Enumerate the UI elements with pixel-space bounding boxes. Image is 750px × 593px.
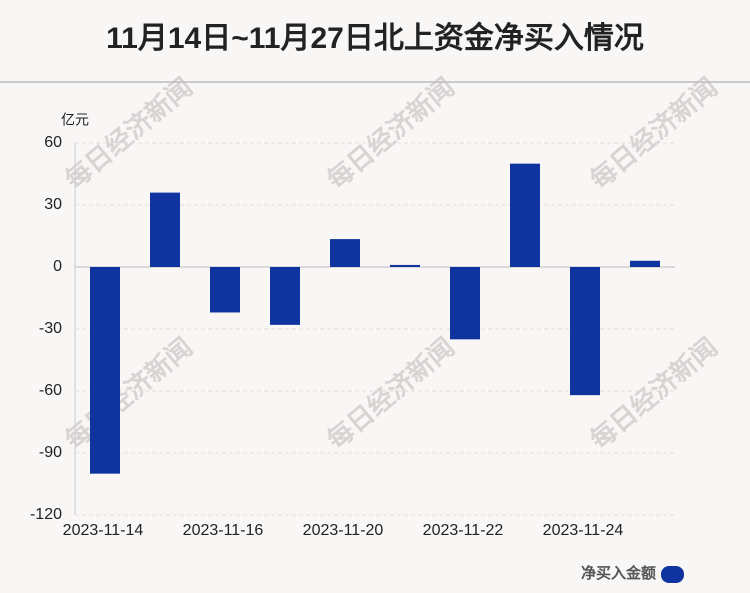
bar — [450, 267, 480, 340]
x-tick-label: 2023-11-22 — [423, 522, 504, 539]
y-tick-label: -30 — [39, 320, 62, 337]
y-tick-label: -90 — [39, 444, 62, 461]
bar — [390, 264, 420, 267]
bar — [270, 267, 300, 325]
x-tick-label: 2023-11-20 — [303, 522, 384, 539]
y-tick-label: 60 — [44, 134, 62, 151]
bar — [90, 267, 120, 474]
x-tick-label: 2023-11-16 — [183, 522, 264, 539]
bar — [570, 267, 600, 396]
legend-swatch — [661, 566, 684, 583]
chart-title: 11月14日~11月27日北上资金净买入情况 — [106, 21, 644, 55]
legend-label: 净买入金额 — [581, 564, 656, 582]
bar — [150, 192, 180, 267]
bar — [330, 239, 360, 267]
y-tick-label: 30 — [44, 196, 62, 213]
y-unit: 亿元 — [61, 112, 89, 128]
x-tick-label: 2023-11-14 — [63, 522, 144, 539]
y-tick-label: -120 — [30, 506, 62, 523]
bar — [630, 260, 660, 267]
y-tick-label: 0 — [53, 258, 62, 275]
y-tick-label: -60 — [39, 382, 62, 399]
bar — [210, 267, 240, 313]
x-tick-label: 2023-11-24 — [543, 522, 624, 539]
bar — [510, 163, 540, 267]
